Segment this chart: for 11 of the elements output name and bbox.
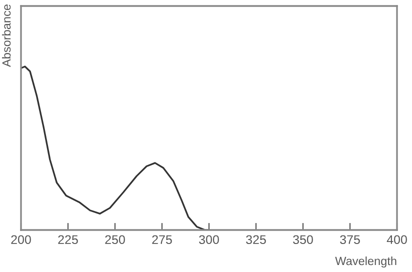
x-tick-label: 375 bbox=[340, 235, 360, 244]
y-axis-title: Absorbance bbox=[2, 4, 11, 67]
x-tick-label: 225 bbox=[58, 235, 78, 244]
x-tick-label: 200 bbox=[11, 235, 31, 244]
x-tick-label: 350 bbox=[293, 235, 313, 244]
x-tick-label: 250 bbox=[105, 235, 125, 244]
x-tick-label: 400 bbox=[386, 235, 407, 244]
x-axis-title: Wavelength bbox=[335, 256, 396, 268]
x-tick-label: 275 bbox=[152, 235, 172, 244]
x-tick-label: 325 bbox=[246, 235, 266, 244]
x-tick-label: 300 bbox=[199, 235, 219, 244]
